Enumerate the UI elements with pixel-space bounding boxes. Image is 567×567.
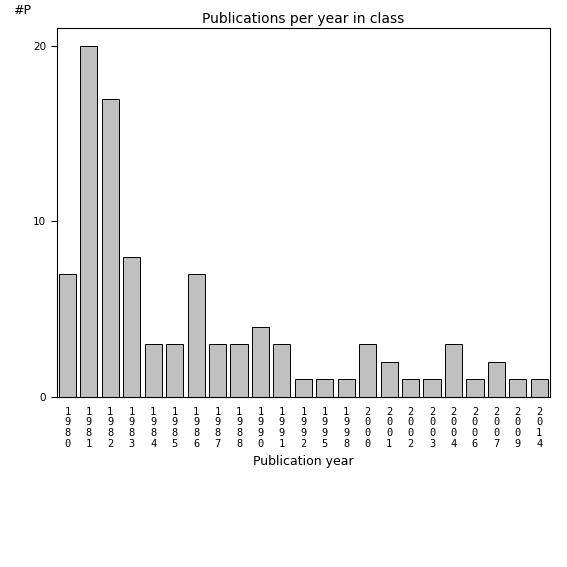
Title: Publications per year in class: Publications per year in class: [202, 12, 404, 26]
Bar: [531, 379, 548, 397]
Bar: [59, 274, 76, 397]
Bar: [252, 327, 269, 397]
Y-axis label: #P: #P: [13, 5, 31, 18]
Bar: [230, 344, 248, 397]
Bar: [338, 379, 355, 397]
Bar: [295, 379, 312, 397]
Bar: [145, 344, 162, 397]
Bar: [488, 362, 505, 397]
Bar: [101, 99, 119, 397]
Bar: [466, 379, 484, 397]
X-axis label: Publication year: Publication year: [253, 455, 354, 468]
Bar: [123, 256, 141, 397]
Bar: [81, 46, 98, 397]
Bar: [445, 344, 462, 397]
Bar: [273, 344, 290, 397]
Bar: [424, 379, 441, 397]
Bar: [188, 274, 205, 397]
Bar: [402, 379, 419, 397]
Bar: [209, 344, 226, 397]
Bar: [166, 344, 183, 397]
Bar: [380, 362, 397, 397]
Bar: [316, 379, 333, 397]
Bar: [509, 379, 526, 397]
Bar: [359, 344, 376, 397]
